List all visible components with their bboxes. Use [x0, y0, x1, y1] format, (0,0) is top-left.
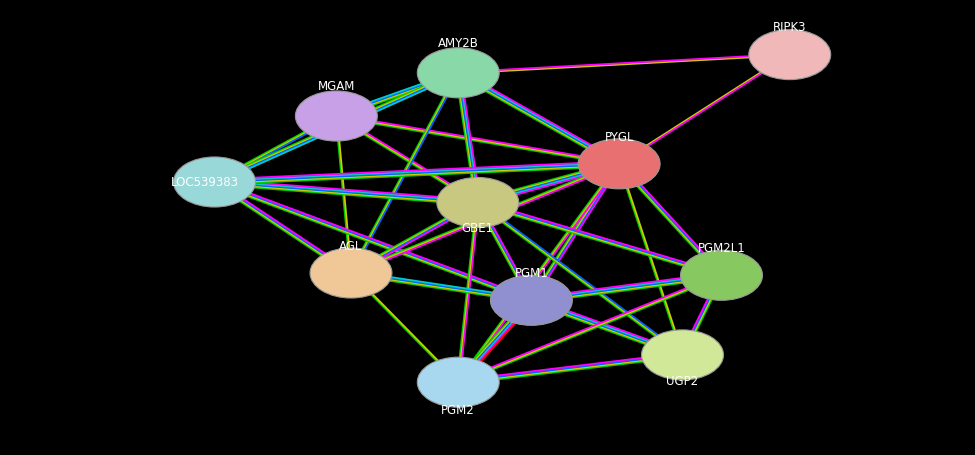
Text: PGM1: PGM1 — [515, 268, 548, 280]
Ellipse shape — [174, 157, 255, 207]
Ellipse shape — [642, 330, 723, 380]
Text: AMY2B: AMY2B — [438, 37, 479, 50]
Text: RIPK3: RIPK3 — [773, 21, 806, 34]
Text: LOC539383: LOC539383 — [171, 176, 239, 188]
Ellipse shape — [417, 357, 499, 407]
Ellipse shape — [417, 48, 499, 98]
Text: PGM2: PGM2 — [442, 404, 475, 417]
Ellipse shape — [310, 248, 392, 298]
Ellipse shape — [295, 91, 377, 141]
Ellipse shape — [749, 30, 831, 80]
Text: GBE1: GBE1 — [462, 222, 493, 235]
Ellipse shape — [490, 275, 572, 325]
Text: MGAM: MGAM — [318, 80, 355, 93]
Ellipse shape — [681, 250, 762, 300]
Ellipse shape — [578, 139, 660, 189]
Text: UGP2: UGP2 — [667, 375, 698, 388]
Ellipse shape — [437, 177, 519, 228]
Text: PYGL: PYGL — [604, 131, 634, 144]
Text: AGL: AGL — [339, 240, 363, 253]
Text: PGM2L1: PGM2L1 — [698, 243, 745, 255]
